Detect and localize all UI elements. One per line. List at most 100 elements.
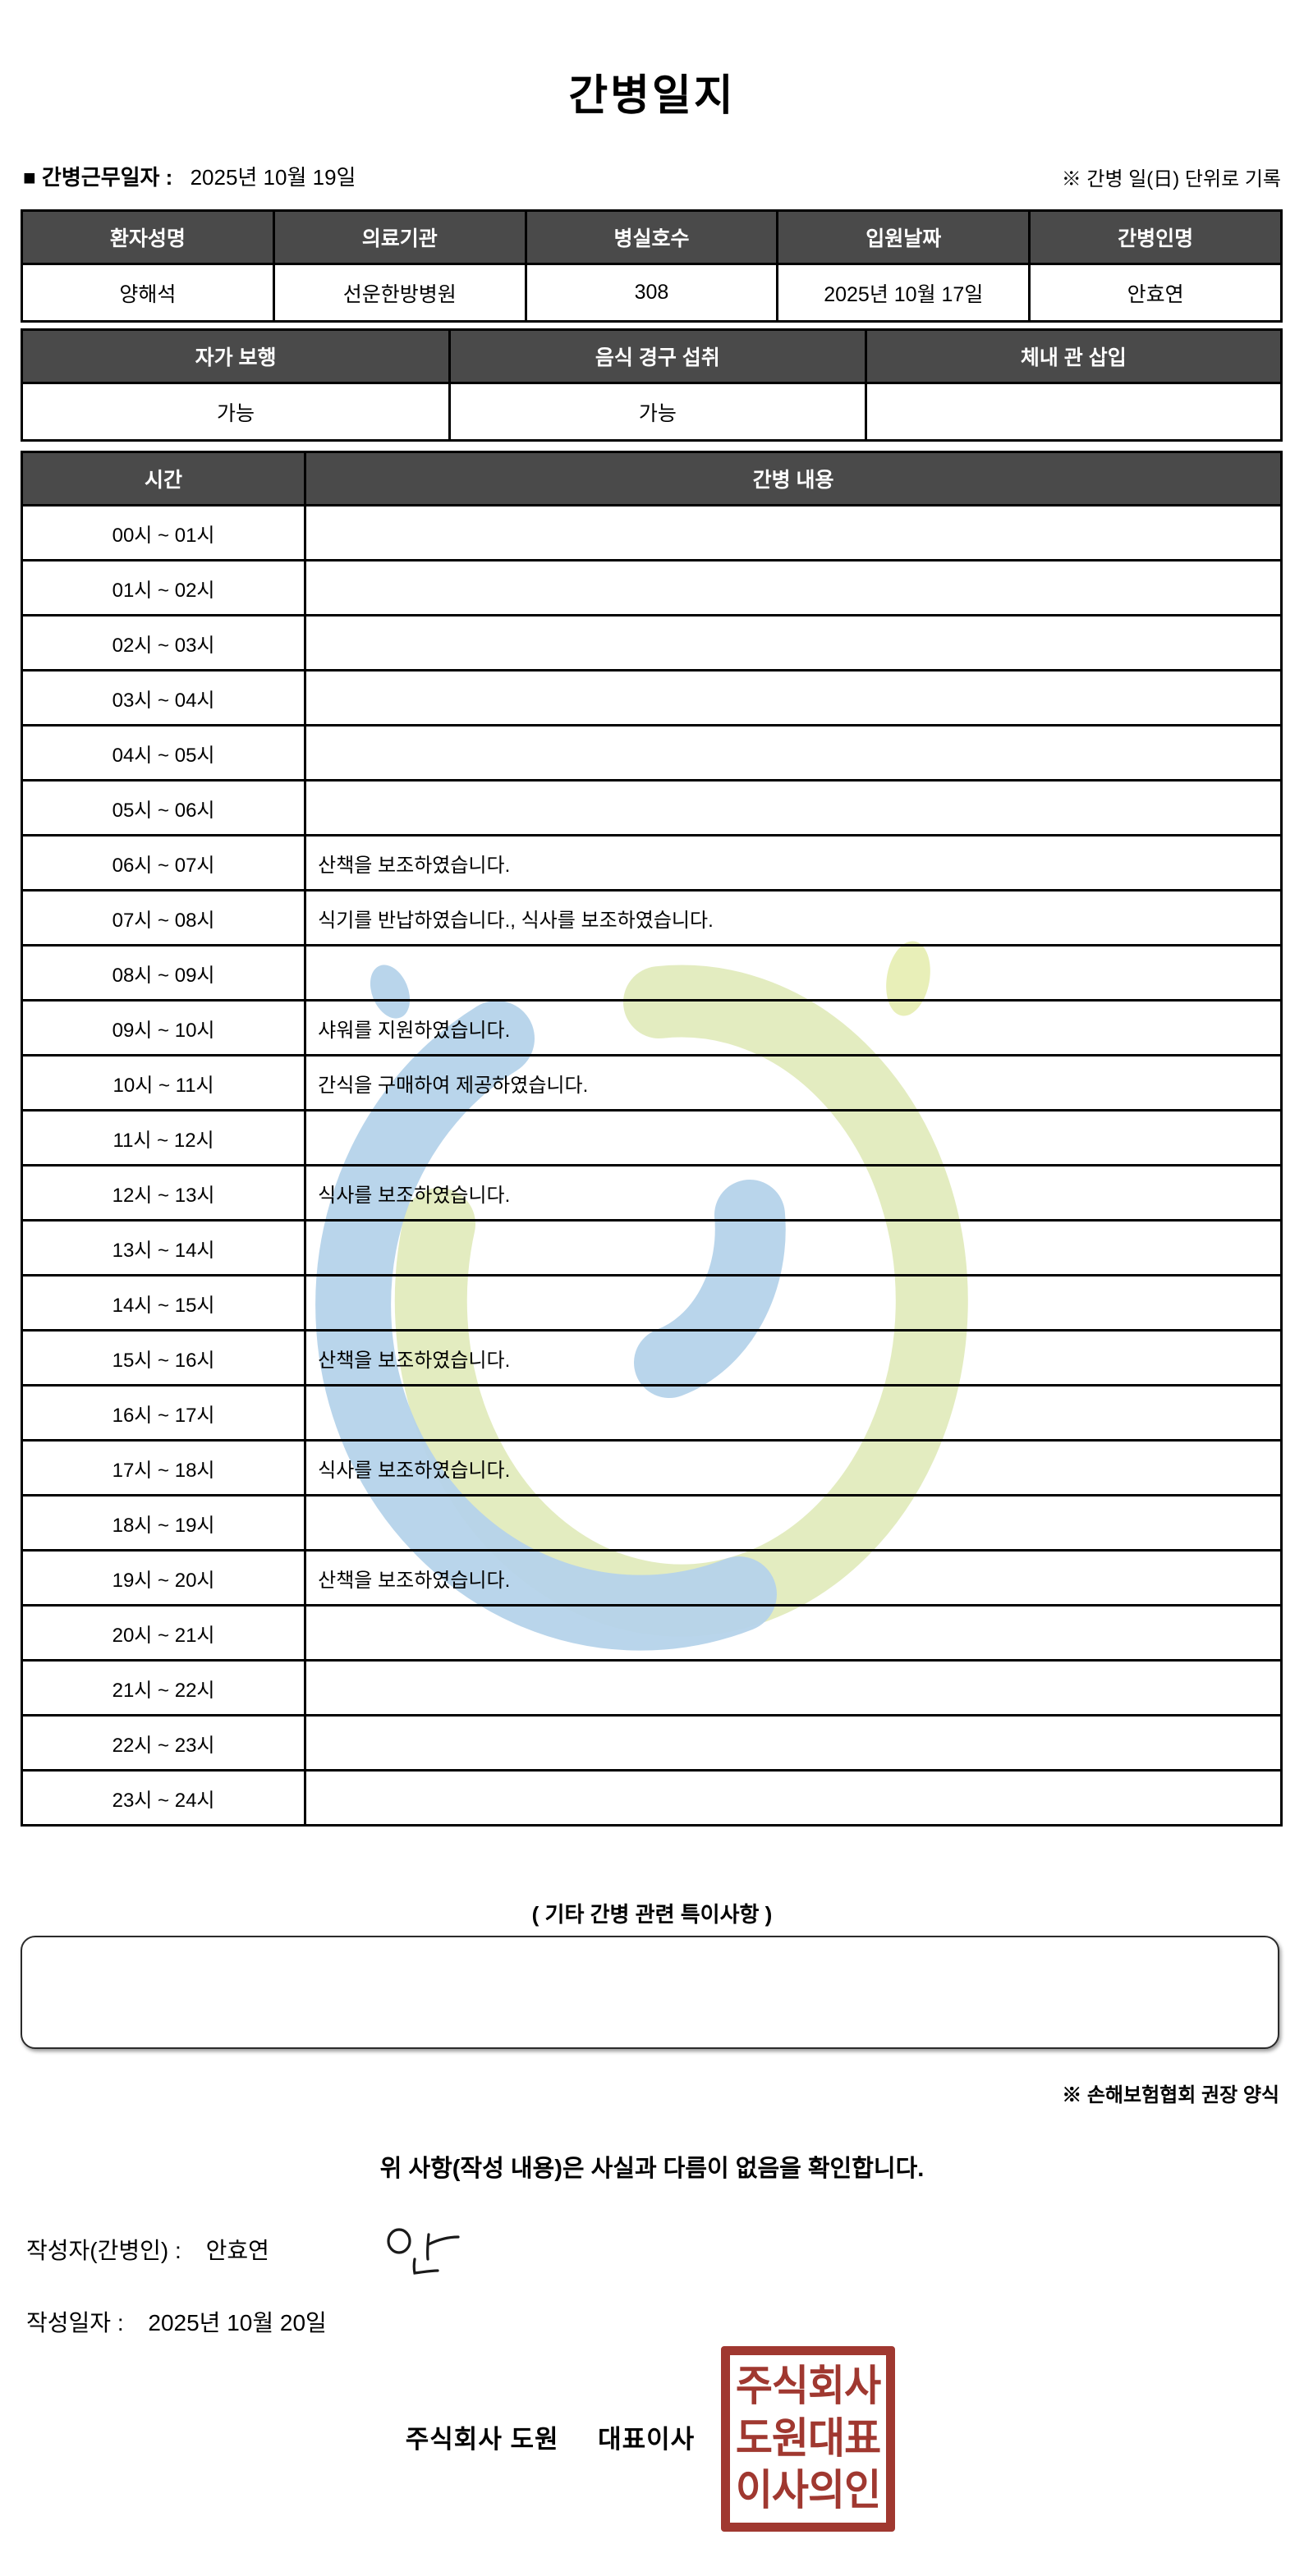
- care-content-cell: [304, 1274, 1283, 1332]
- care-log-row: 08시 ~ 09시: [20, 944, 1283, 1002]
- medical-institution-value: 선운한방병원: [272, 263, 527, 323]
- write-date-label: 작성일자 :: [26, 2310, 124, 2335]
- care-log-row: 00시 ~ 01시: [20, 504, 1283, 561]
- company-row: 주식회사 도원 대표이사: [0, 2418, 1100, 2455]
- care-log-row: 03시 ~ 04시: [20, 669, 1283, 727]
- col-header-caregiver-name: 간병인명: [1028, 209, 1283, 265]
- work-date-label: ■ 간병근무일자 :: [23, 165, 173, 190]
- time-cell: 18시 ~ 19시: [20, 1494, 307, 1552]
- care-content-cell: 식사를 보조하였습니다.: [304, 1164, 1283, 1222]
- col-header-admission-date: 입원날짜: [776, 209, 1031, 265]
- condition-value-row: 가능 가능: [20, 382, 1283, 442]
- care-log-row: 04시 ~ 05시: [20, 724, 1283, 782]
- care-log-row: 07시 ~ 08시 식기를 반납하였습니다., 식사를 보조하였습니다.: [20, 889, 1283, 947]
- confirmation-statement: 위 사항(작성 내용)은 사실과 다름이 없음을 확인합니다.: [379, 2156, 925, 2182]
- form-note: ※ 손해보험협회 권장 양식: [1062, 2084, 1279, 2106]
- company-seal-stamp: 주식회사 도원대표 이사의인: [721, 2346, 895, 2532]
- care-content-cell: [304, 724, 1283, 782]
- col-header-medical-institution: 의료기관: [272, 209, 527, 265]
- time-cell: 20시 ~ 21시: [20, 1604, 307, 1662]
- write-date-value: 2025년 10월 20일: [148, 2310, 327, 2335]
- care-log-row: 12시 ~ 13시 식사를 보조하였습니다.: [20, 1164, 1283, 1222]
- time-cell: 09시 ~ 10시: [20, 999, 307, 1057]
- oral-intake-value: 가능: [448, 382, 867, 442]
- care-content-cell: [304, 1659, 1283, 1717]
- writer-label: 작성자(간병인) :: [26, 2238, 181, 2263]
- time-cell: 04시 ~ 05시: [20, 724, 307, 782]
- care-log-row: 19시 ~ 20시 산책을 보조하였습니다.: [20, 1549, 1283, 1607]
- caregiver-name-value: 안효연: [1028, 263, 1283, 323]
- patient-header-row: 환자성명 의료기관 병실호수 입원날짜 간병인명: [21, 209, 1283, 265]
- room-number-value: 308: [524, 263, 779, 323]
- time-cell: 19시 ~ 20시: [20, 1549, 307, 1607]
- patient-name-value: 양해석: [21, 263, 275, 323]
- patient-info-table: 환자성명 의료기관 병실호수 입원날짜 간병인명 양해석 선운한방병원 308 …: [21, 209, 1283, 323]
- meta-row: ■ 간병근무일자 : 2025년 10월 19일 ※ 간병 일(日) 단위로 기…: [23, 161, 1281, 191]
- write-date-row: 작성일자 : 2025년 10월 20일: [26, 2305, 327, 2338]
- work-date: ■ 간병근무일자 : 2025년 10월 19일: [23, 161, 356, 191]
- time-cell: 23시 ~ 24시: [20, 1769, 307, 1827]
- care-log-table: 시간 간병 내용 00시 ~ 01시 01시 ~ 02시 02시 ~ 03시 03시 …: [20, 451, 1283, 1827]
- time-cell: 10시 ~ 11시: [20, 1054, 307, 1112]
- care-log-row: 18시 ~ 19시: [20, 1494, 1283, 1552]
- care-content-cell: 산책을 보조하였습니다.: [304, 1329, 1283, 1387]
- tube-insertion-value: [864, 382, 1283, 442]
- care-log-row: 10시 ~ 11시 간식을 구매하여 제공하였습니다.: [20, 1054, 1283, 1112]
- care-content-cell: [304, 1769, 1283, 1827]
- care-log-row: 05시 ~ 06시: [20, 779, 1283, 837]
- col-header-time: 시간: [20, 451, 307, 506]
- time-cell: 08시 ~ 09시: [20, 944, 307, 1002]
- work-date-value: 2025년 10월 19일: [190, 165, 356, 190]
- care-content-cell: 산책을 보조하였습니다.: [304, 834, 1283, 892]
- care-log-row: 23시 ~ 24시: [20, 1769, 1283, 1827]
- care-log-row: 20시 ~ 21시: [20, 1604, 1283, 1662]
- care-content-cell: [304, 1604, 1283, 1662]
- time-cell: 07시 ~ 08시: [20, 889, 307, 947]
- company-title: 대표이사: [598, 2425, 696, 2454]
- time-cell: 05시 ~ 06시: [20, 779, 307, 837]
- writer-row: 작성자(간병인) : 안효연: [26, 2233, 269, 2266]
- care-log-row: 11시 ~ 12시: [20, 1109, 1283, 1167]
- care-log-row: 14시 ~ 15시: [20, 1274, 1283, 1332]
- time-cell: 15시 ~ 16시: [20, 1329, 307, 1387]
- col-header-room-number: 병실호수: [524, 209, 779, 265]
- stamp-line: 이사의인: [735, 2467, 881, 2514]
- time-cell: 21시 ~ 22시: [20, 1659, 307, 1717]
- time-cell: 06시 ~ 07시: [20, 834, 307, 892]
- stamp-line: 주식회사: [735, 2363, 881, 2410]
- time-cell: 02시 ~ 03시: [20, 614, 307, 672]
- self-walking-value: 가능: [20, 382, 452, 442]
- time-cell: 16시 ~ 17시: [20, 1384, 307, 1442]
- care-log-row: 13시 ~ 14시: [20, 1219, 1283, 1277]
- care-log-row: 09시 ~ 10시 샤워를 지원하였습니다.: [20, 999, 1283, 1057]
- care-content-cell: 식기를 반납하였습니다., 식사를 보조하였습니다.: [304, 889, 1283, 947]
- care-log-row: 15시 ~ 16시 산책을 보조하였습니다.: [20, 1329, 1283, 1387]
- care-content-cell: [304, 1109, 1283, 1167]
- time-cell: 00시 ~ 01시: [20, 504, 307, 561]
- caregiver-signature: [387, 2228, 460, 2275]
- col-header-tube-insertion: 체내 관 삽입: [864, 328, 1283, 384]
- care-log-row: 06시 ~ 07시 산책을 보조하였습니다.: [20, 834, 1283, 892]
- care-content-cell: [304, 944, 1283, 1002]
- care-content-cell: [304, 559, 1283, 616]
- care-content-cell: [304, 504, 1283, 561]
- care-content-cell: [304, 1219, 1283, 1277]
- time-cell: 13시 ~ 14시: [20, 1219, 307, 1277]
- care-log-row: 17시 ~ 18시 식사를 보조하였습니다.: [20, 1439, 1283, 1497]
- care-content-cell: 식사를 보조하였습니다.: [304, 1439, 1283, 1497]
- col-header-patient-name: 환자성명: [21, 209, 275, 265]
- col-header-self-walking: 자가 보행: [20, 328, 452, 384]
- col-header-oral-intake: 음식 경구 섭취: [448, 328, 867, 384]
- condition-header-row: 자가 보행 음식 경구 섭취 체내 관 삽입: [20, 328, 1283, 384]
- time-cell: 17시 ~ 18시: [20, 1439, 307, 1497]
- care-content-cell: 샤워를 지원하였습니다.: [304, 999, 1283, 1057]
- notes-title: ( 기타 간병 관련 특이사항 ): [531, 1902, 773, 1927]
- care-log-row: 01시 ~ 02시: [20, 559, 1283, 616]
- time-cell: 12시 ~ 13시: [20, 1164, 307, 1222]
- company-name: 주식회사 도원: [405, 2425, 559, 2454]
- care-log-body: 00시 ~ 01시 01시 ~ 02시 02시 ~ 03시 03시 ~ 04시 04시 …: [20, 504, 1283, 1827]
- writer-name: 안효연: [205, 2238, 269, 2263]
- time-cell: 03시 ~ 04시: [20, 669, 307, 727]
- page-title: 간병일지: [568, 72, 736, 120]
